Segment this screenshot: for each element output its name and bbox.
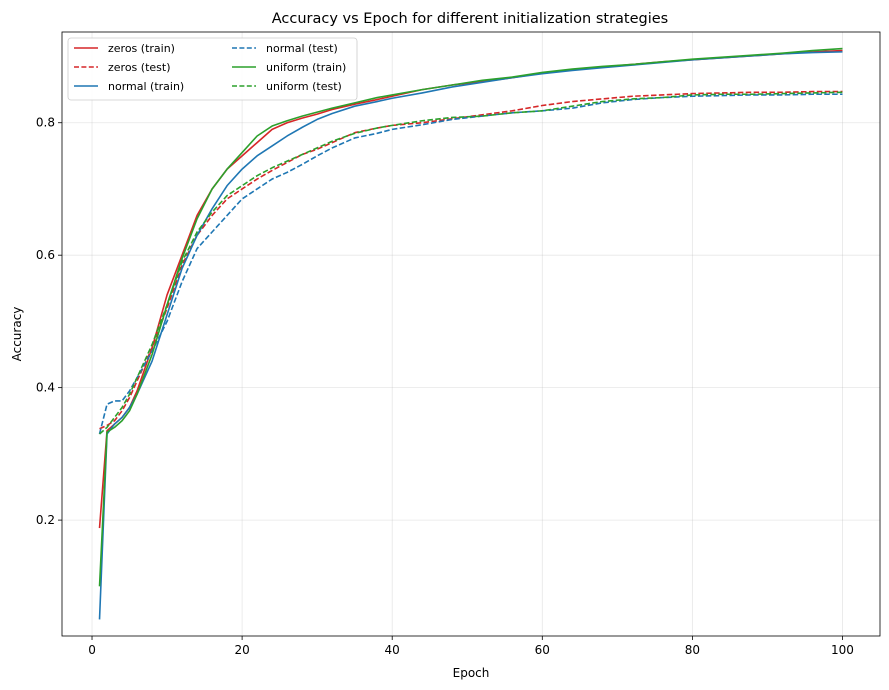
- y-axis-title: Accuracy: [10, 307, 24, 362]
- y-tick-label: 0.8: [36, 116, 55, 130]
- series-lines: [98, 47, 843, 620]
- legend-label: zeros (test): [108, 61, 171, 74]
- plot-background: [62, 32, 880, 636]
- legend-label: normal (test): [266, 42, 338, 55]
- y-axis-ticks: 0.2 0.4 0.6 0.8: [36, 116, 62, 527]
- legend-label: uniform (train): [266, 61, 346, 74]
- series-line-4: [98, 47, 843, 587]
- legend-label: zeros (train): [108, 42, 175, 55]
- x-tick-label: 40: [385, 643, 400, 657]
- grid-lines: [62, 32, 880, 636]
- legend-label: uniform (test): [266, 80, 342, 93]
- legend: zeros (train) zeros (test) normal (train) n…: [67, 37, 358, 101]
- legend-entries: zeros (train) zeros (test) normal (train) n…: [74, 42, 346, 93]
- x-tick-label: 100: [831, 643, 854, 657]
- chart-title: Accuracy vs Epoch for different initiali…: [272, 11, 668, 27]
- y-tick-label: 0.4: [36, 381, 55, 395]
- y-tick-label: 0.2: [36, 513, 55, 527]
- plot-frame: [61, 31, 881, 637]
- series-line-5: [98, 91, 843, 435]
- x-axis-ticks: 0 20 40 60 80 100: [88, 636, 854, 657]
- series-line-3: [98, 93, 843, 435]
- x-tick-label: 60: [535, 643, 550, 657]
- legend-box: [67, 37, 358, 101]
- x-tick-label: 0: [88, 643, 96, 657]
- series-line-1: [99, 90, 843, 430]
- x-tick-label: 20: [234, 643, 249, 657]
- x-axis-title: Epoch: [453, 666, 490, 680]
- legend-label: normal (train): [108, 80, 184, 93]
- x-tick-label: 80: [685, 643, 700, 657]
- y-tick-label: 0.6: [36, 248, 55, 262]
